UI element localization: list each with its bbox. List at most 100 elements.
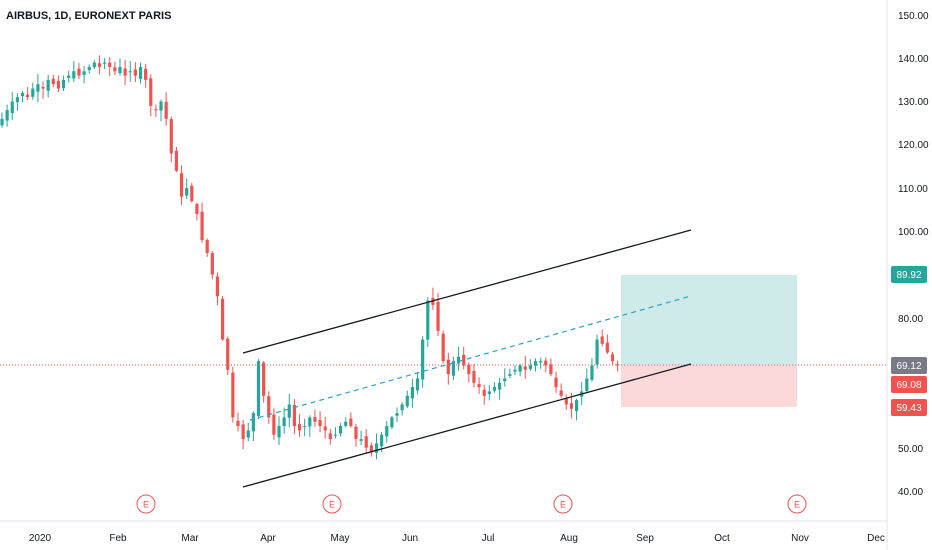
candle-body bbox=[544, 360, 548, 366]
candle-body bbox=[380, 434, 384, 447]
candle-body bbox=[467, 364, 471, 375]
candle-body bbox=[436, 301, 440, 331]
candle-body bbox=[328, 433, 332, 440]
candle-body bbox=[154, 109, 158, 111]
candle-body bbox=[200, 211, 204, 241]
candle-body bbox=[492, 387, 497, 391]
y-tick-label: 150.00 bbox=[898, 11, 929, 22]
price-tag-label: 89.92 bbox=[896, 270, 921, 281]
channel-mid-trendline[interactable] bbox=[249, 295, 692, 421]
candle-body bbox=[610, 354, 615, 362]
earnings-marker[interactable] bbox=[553, 494, 573, 514]
earnings-marker-label: E bbox=[560, 500, 566, 510]
candle-body bbox=[400, 404, 404, 411]
candle-body bbox=[528, 365, 532, 370]
earnings-marker[interactable] bbox=[322, 494, 342, 514]
earnings-marker-label: E bbox=[329, 500, 335, 510]
candle-body bbox=[498, 382, 502, 390]
candle-body bbox=[267, 396, 271, 418]
candle-body bbox=[462, 354, 466, 366]
candle-body bbox=[405, 395, 409, 407]
y-tick-label: 100.00 bbox=[898, 227, 929, 238]
x-tick-label: Apr bbox=[260, 533, 276, 544]
candle-body bbox=[523, 366, 527, 370]
candle-body bbox=[5, 110, 9, 121]
candle-body bbox=[554, 377, 558, 388]
candle-body bbox=[20, 92, 25, 97]
candle-body bbox=[415, 378, 420, 391]
candle-body bbox=[313, 417, 317, 422]
candle-body bbox=[287, 404, 291, 418]
candle-body bbox=[190, 185, 194, 202]
candle-body bbox=[559, 390, 563, 396]
candle-body bbox=[390, 417, 394, 428]
candle-body bbox=[210, 253, 214, 275]
candle-body bbox=[195, 203, 199, 215]
channel-lower-trendline[interactable] bbox=[242, 363, 692, 488]
candle-body bbox=[103, 62, 107, 64]
candle-body bbox=[518, 365, 522, 372]
candle-body bbox=[67, 75, 71, 79]
x-tick-label: Jun bbox=[402, 533, 418, 544]
price-tags: 89.92 69.12 69.08 59.43 bbox=[891, 266, 927, 416]
earnings-marker[interactable] bbox=[787, 494, 807, 514]
candle-body bbox=[595, 339, 599, 365]
candle-body bbox=[92, 62, 96, 68]
x-tick-label: Oct bbox=[714, 533, 730, 544]
candle-body bbox=[600, 336, 604, 344]
channel-upper-trendline[interactable] bbox=[242, 229, 692, 354]
candle-body bbox=[128, 71, 132, 73]
candle-body bbox=[123, 68, 127, 76]
candle-body bbox=[0, 118, 4, 126]
candle-body bbox=[569, 403, 574, 409]
position-loss-zone[interactable] bbox=[621, 365, 797, 407]
time-axis[interactable]: 2020 Feb Mar Apr May Jun Jul Aug Sep Oct Nov Dec bbox=[29, 533, 885, 544]
position-profit-zone[interactable] bbox=[621, 274, 797, 366]
candle-body bbox=[149, 78, 153, 106]
price-axis[interactable]: 150.00 140.00 130.00 120.00 110.00 100.00 80.0… bbox=[898, 11, 929, 498]
candle-body bbox=[605, 342, 609, 353]
candle-body bbox=[133, 69, 137, 76]
price-tag bbox=[891, 399, 927, 416]
chart-title: AIRBUS, 1D, EURONEXT PARIS bbox=[6, 10, 171, 22]
candle-body bbox=[72, 71, 76, 79]
candle-body bbox=[426, 300, 430, 340]
candle-body bbox=[256, 361, 261, 416]
candle-body bbox=[118, 66, 122, 74]
candle-body bbox=[185, 188, 189, 196]
candle-body bbox=[220, 298, 225, 340]
candle-body bbox=[97, 63, 102, 67]
candle-body bbox=[297, 424, 302, 431]
candle-body bbox=[246, 430, 250, 438]
candle-body bbox=[574, 400, 579, 412]
candle-body bbox=[323, 426, 327, 431]
candle-body bbox=[590, 365, 594, 380]
x-tick-label: Mar bbox=[181, 533, 199, 544]
x-tick-label: Aug bbox=[560, 533, 578, 544]
price-tag bbox=[891, 357, 927, 374]
candle-body bbox=[251, 413, 255, 432]
x-tick-label: Nov bbox=[791, 533, 809, 544]
candle-body bbox=[354, 426, 358, 440]
price-tag-label: 59.43 bbox=[896, 403, 921, 414]
candle-body bbox=[446, 359, 450, 375]
candle-body bbox=[533, 361, 538, 366]
candle-body bbox=[585, 378, 589, 391]
x-tick-label: Jul bbox=[482, 533, 495, 544]
candle-body bbox=[503, 378, 507, 382]
candle-body bbox=[441, 333, 445, 362]
candle-body bbox=[272, 414, 276, 435]
candle-body bbox=[508, 374, 512, 376]
x-tick-label: 2020 bbox=[29, 533, 52, 544]
candle-body bbox=[205, 240, 209, 253]
candle-body bbox=[61, 79, 66, 89]
candle-body bbox=[159, 101, 163, 111]
price-tag-label: 69.08 bbox=[896, 380, 921, 391]
candle-body bbox=[231, 372, 235, 418]
y-tick-label: 40.00 bbox=[898, 487, 923, 498]
candle-body bbox=[318, 420, 322, 427]
earnings-marker[interactable] bbox=[136, 494, 156, 514]
candle-body bbox=[144, 68, 148, 80]
candle-body bbox=[113, 67, 117, 72]
candle-body bbox=[359, 439, 363, 441]
